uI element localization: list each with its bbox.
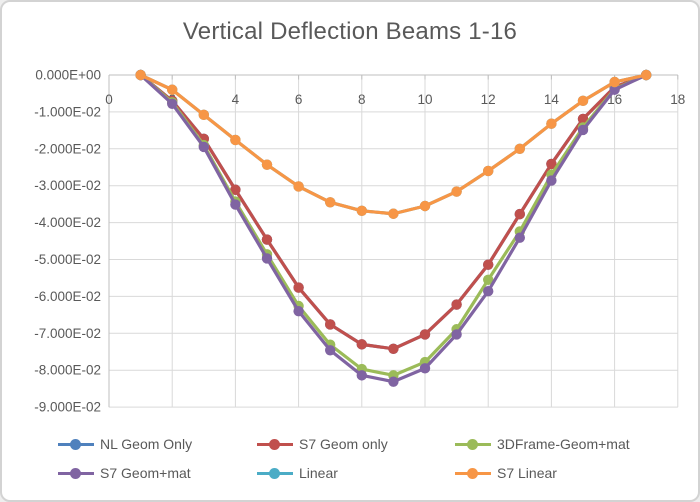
data-point-marker[interactable] (356, 205, 367, 216)
x-axis-tick-label: 4 (232, 92, 240, 107)
data-point-marker[interactable] (546, 175, 557, 186)
y-axis-tick-label: -3.000E-02 (34, 178, 101, 193)
data-point-marker[interactable] (198, 109, 209, 121)
data-point-marker[interactable] (356, 370, 367, 381)
data-point-marker[interactable] (325, 197, 336, 208)
data-point-marker[interactable] (451, 186, 462, 197)
y-axis-tick-label: -8.000E-02 (34, 363, 101, 378)
data-point-marker[interactable] (388, 208, 399, 219)
data-point-marker[interactable] (293, 282, 304, 293)
legend-label: 3DFrame-Geom+mat (497, 436, 630, 452)
data-point-marker[interactable] (451, 299, 462, 310)
data-point-marker[interactable] (293, 181, 304, 192)
data-point-marker[interactable] (293, 305, 304, 317)
x-axis-tick-label: 14 (544, 92, 560, 107)
series-line-s7-geom-mat[interactable] (139, 73, 647, 384)
legend-label: S7 Geom+mat (100, 465, 191, 481)
legend-marker-icon (455, 438, 491, 450)
x-axis-tick-label: 0 (105, 92, 113, 107)
legend-item-s7-geom-only[interactable]: S7 Geom only (257, 434, 388, 454)
legend-item-nl-geom-only[interactable]: NL Geom Only (58, 434, 192, 454)
chart-title: Vertical Deflection Beams 1-16 (182, 18, 518, 45)
legend-marker-icon (257, 467, 293, 479)
data-point-marker[interactable] (609, 84, 620, 95)
data-point-marker[interactable] (451, 329, 462, 340)
y-axis-tick-label: -9.000E-02 (34, 400, 101, 415)
data-point-marker[interactable] (514, 143, 525, 154)
x-axis-tick-label: 8 (358, 92, 366, 107)
legend-item-s7-geom-mat[interactable]: S7 Geom+mat (58, 463, 191, 483)
data-point-marker[interactable] (388, 343, 399, 354)
data-point-marker[interactable] (261, 234, 273, 245)
y-axis-tick-label: -4.000E-02 (34, 215, 101, 230)
legend-marker-icon (58, 467, 94, 479)
data-point-marker[interactable] (325, 319, 336, 330)
legend-label: Linear (299, 465, 338, 481)
data-point-marker[interactable] (577, 124, 589, 136)
data-point-marker[interactable] (419, 329, 431, 340)
data-point-marker[interactable] (514, 232, 525, 243)
legend-label: S7 Geom only (299, 436, 388, 452)
data-point-marker[interactable] (388, 376, 399, 387)
data-point-marker[interactable] (230, 184, 241, 195)
y-axis-tick-label: -1.000E-02 (34, 104, 101, 119)
data-point-marker[interactable] (419, 363, 431, 374)
legend-item-linear[interactable]: Linear (257, 463, 338, 483)
legend-marker-icon (257, 438, 293, 450)
x-axis-tick-label: 6 (295, 92, 303, 107)
data-point-marker[interactable] (167, 84, 178, 95)
legend-label: S7 Linear (497, 465, 557, 481)
legend-marker-icon (58, 438, 94, 450)
data-point-marker[interactable] (483, 274, 494, 285)
legend-label: NL Geom Only (100, 436, 193, 452)
data-point-marker[interactable] (325, 345, 336, 356)
data-point-marker[interactable] (230, 134, 241, 146)
data-point-marker[interactable] (483, 259, 494, 270)
data-point-marker[interactable] (577, 95, 589, 107)
data-point-marker[interactable] (641, 69, 652, 81)
data-point-marker[interactable] (483, 165, 494, 177)
y-axis-tick-label: -5.000E-02 (34, 252, 101, 267)
data-point-marker[interactable] (230, 199, 241, 210)
data-point-marker[interactable] (546, 118, 557, 129)
data-point-marker[interactable] (419, 200, 431, 212)
legend-item-3dframe-geom-mat[interactable]: 3DFrame-Geom+mat (455, 434, 630, 454)
y-axis-tick-label: 0.000E+00 (35, 68, 101, 83)
y-axis-tick-label: -2.000E-02 (34, 141, 101, 156)
data-point-marker[interactable] (483, 286, 494, 297)
data-point-marker[interactable] (546, 158, 557, 170)
y-axis-tick-label: -7.000E-02 (34, 326, 101, 341)
data-point-marker[interactable] (577, 113, 589, 125)
x-axis-tick-label: 10 (417, 92, 432, 107)
data-point-marker[interactable] (356, 339, 367, 350)
data-point-marker[interactable] (167, 98, 178, 109)
data-point-marker[interactable] (261, 159, 273, 170)
x-axis-tick-label: 12 (481, 92, 496, 107)
data-point-marker[interactable] (135, 69, 146, 81)
series-line-3dframe-geom-mat[interactable] (139, 73, 647, 377)
y-axis-tick-label: -6.000E-02 (34, 289, 101, 304)
data-point-marker[interactable] (609, 76, 620, 88)
legend-item-s7-linear[interactable]: S7 Linear (455, 463, 557, 483)
data-point-marker[interactable] (261, 253, 273, 264)
legend-marker-icon (455, 467, 491, 479)
data-point-marker[interactable] (198, 141, 209, 153)
data-point-marker[interactable] (514, 208, 525, 220)
x-axis-tick-label: 18 (670, 92, 685, 107)
